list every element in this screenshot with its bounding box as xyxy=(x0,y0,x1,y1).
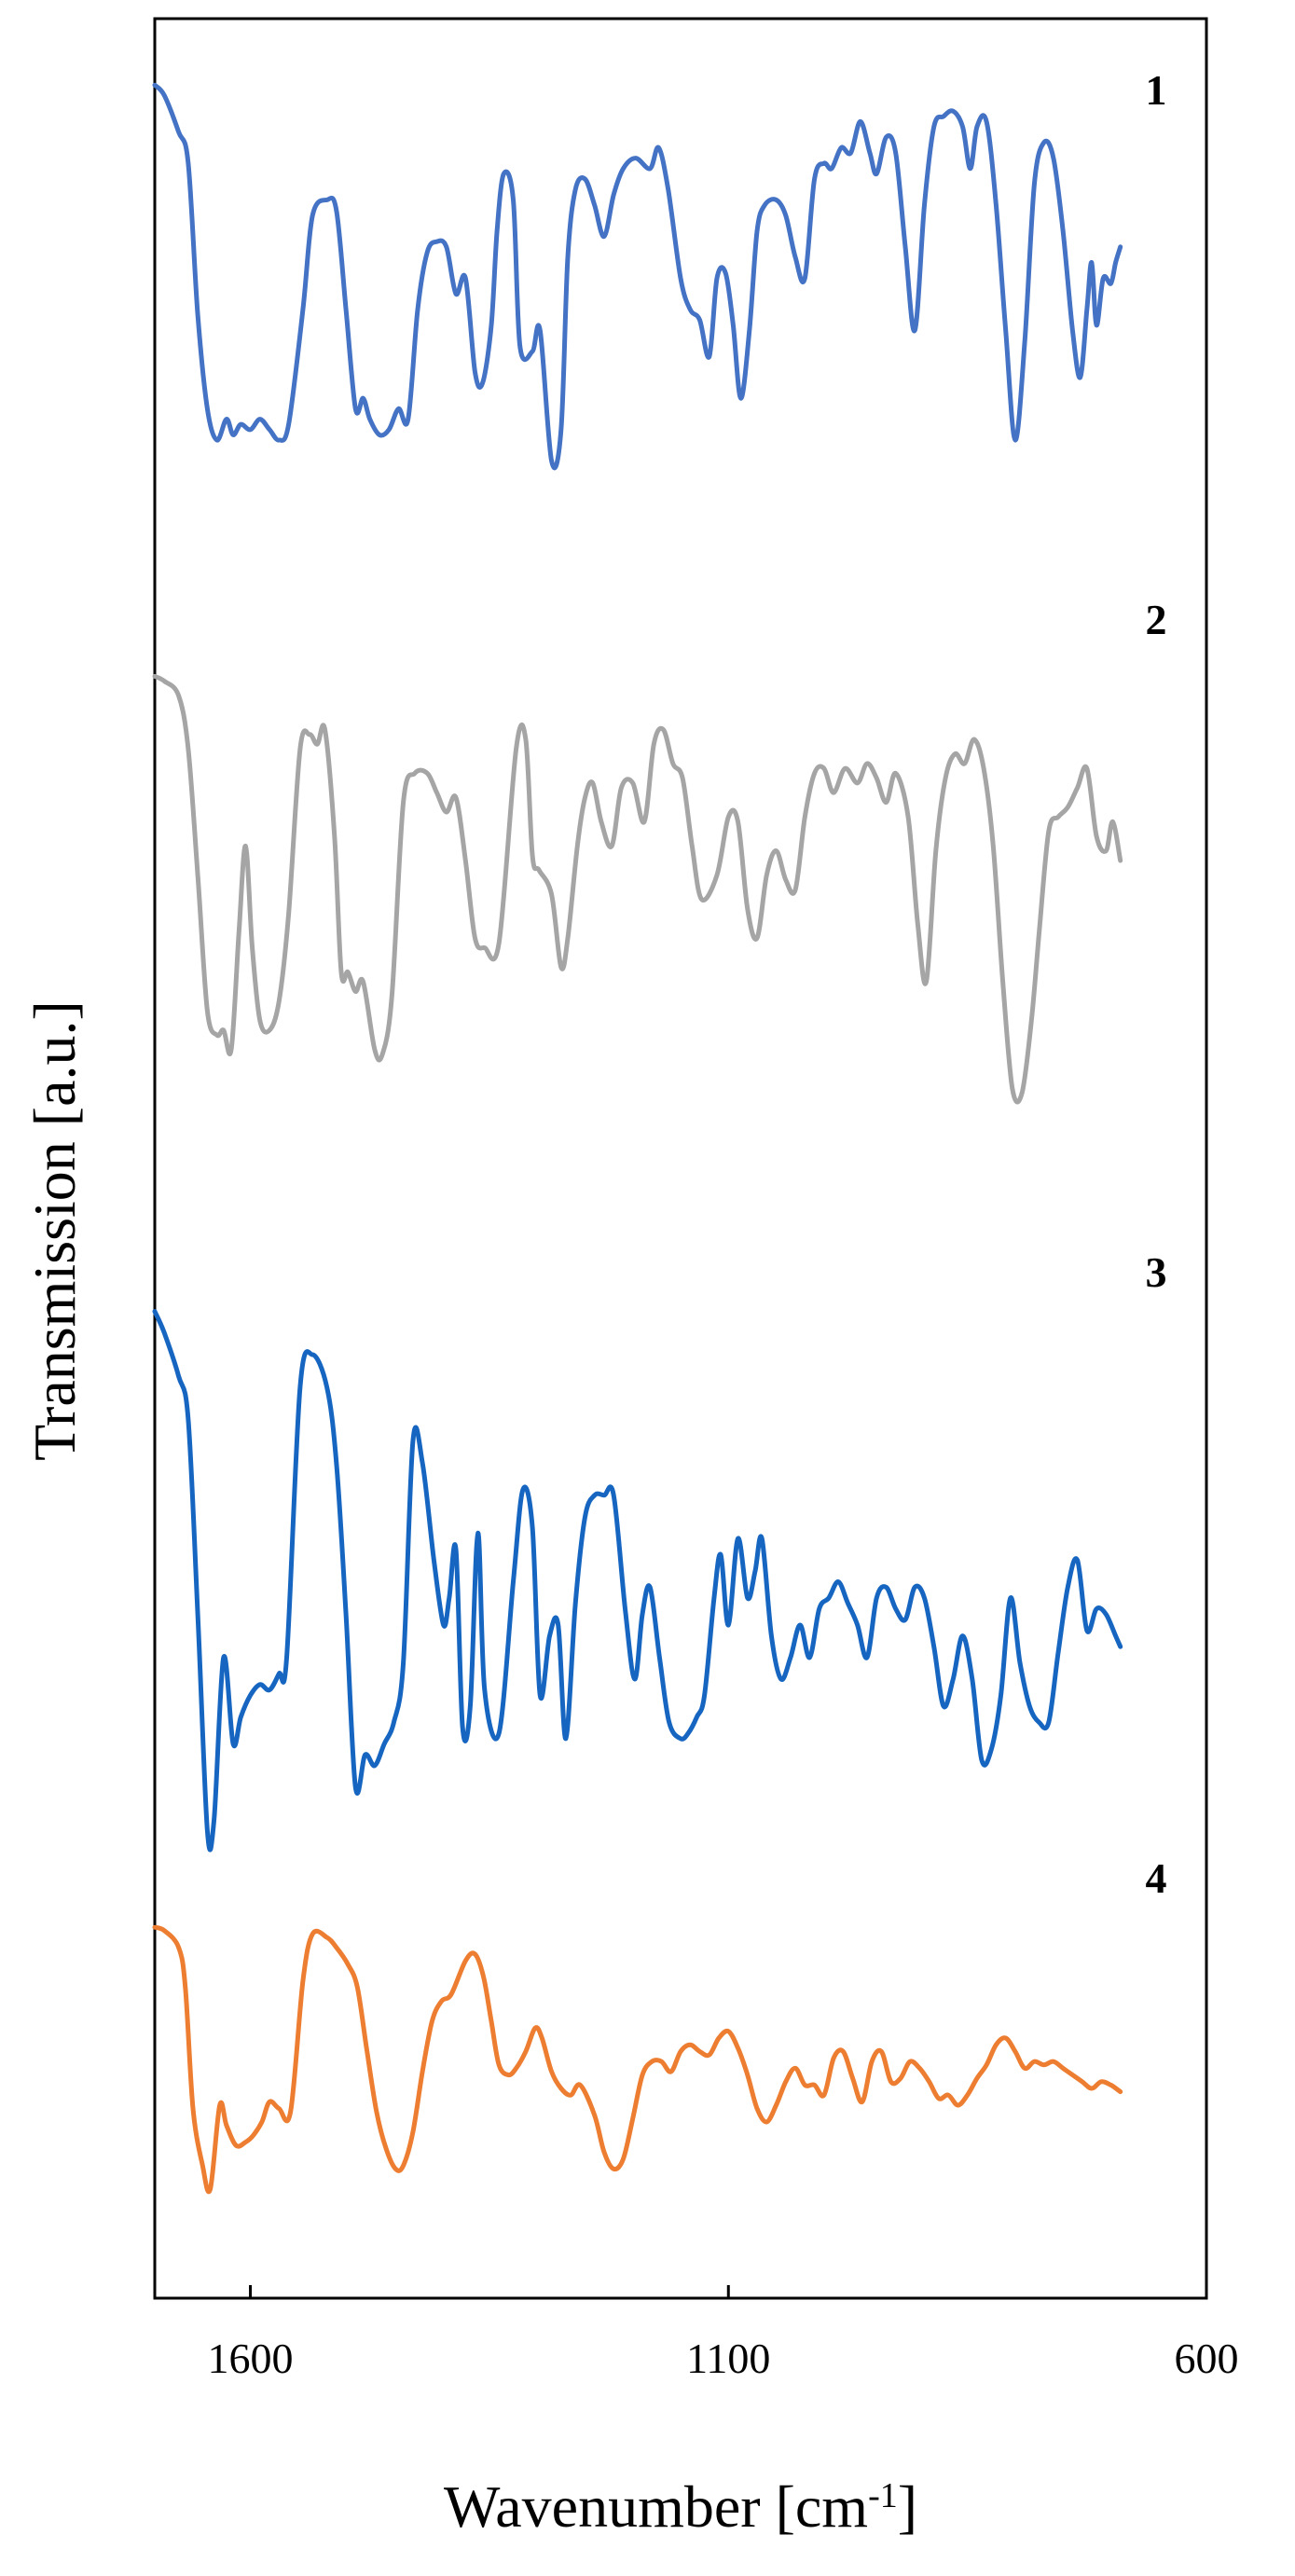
x-axis-title: Wavenumber [cm-1] xyxy=(444,2473,917,2540)
y-axis-title: Transmission [a.u.] xyxy=(21,1000,88,1461)
x-tick-label-1100: 1100 xyxy=(686,2335,770,2382)
plot-frame xyxy=(153,17,1208,2300)
series-line-1 xyxy=(152,82,1123,471)
series-label-3: 3 xyxy=(1146,1248,1167,1296)
series-layer xyxy=(152,82,1123,2195)
series-label-4: 4 xyxy=(1146,1854,1167,1902)
series-line-3 xyxy=(152,1309,1123,1853)
x-axis-title-superscript: -1 xyxy=(868,2476,898,2515)
x-tick-label-600: 600 xyxy=(1175,2335,1239,2382)
series-label-2: 2 xyxy=(1146,596,1167,643)
x-tick-label-1600: 1600 xyxy=(208,2335,294,2382)
series-label-layer: 1 2 3 4 xyxy=(1146,66,1167,1902)
x-tick-layer: 1600 1100 600 xyxy=(208,2285,1239,2382)
series-label-1: 1 xyxy=(1146,66,1167,114)
series-line-4 xyxy=(152,1924,1123,2195)
series-line-2 xyxy=(152,673,1123,1105)
